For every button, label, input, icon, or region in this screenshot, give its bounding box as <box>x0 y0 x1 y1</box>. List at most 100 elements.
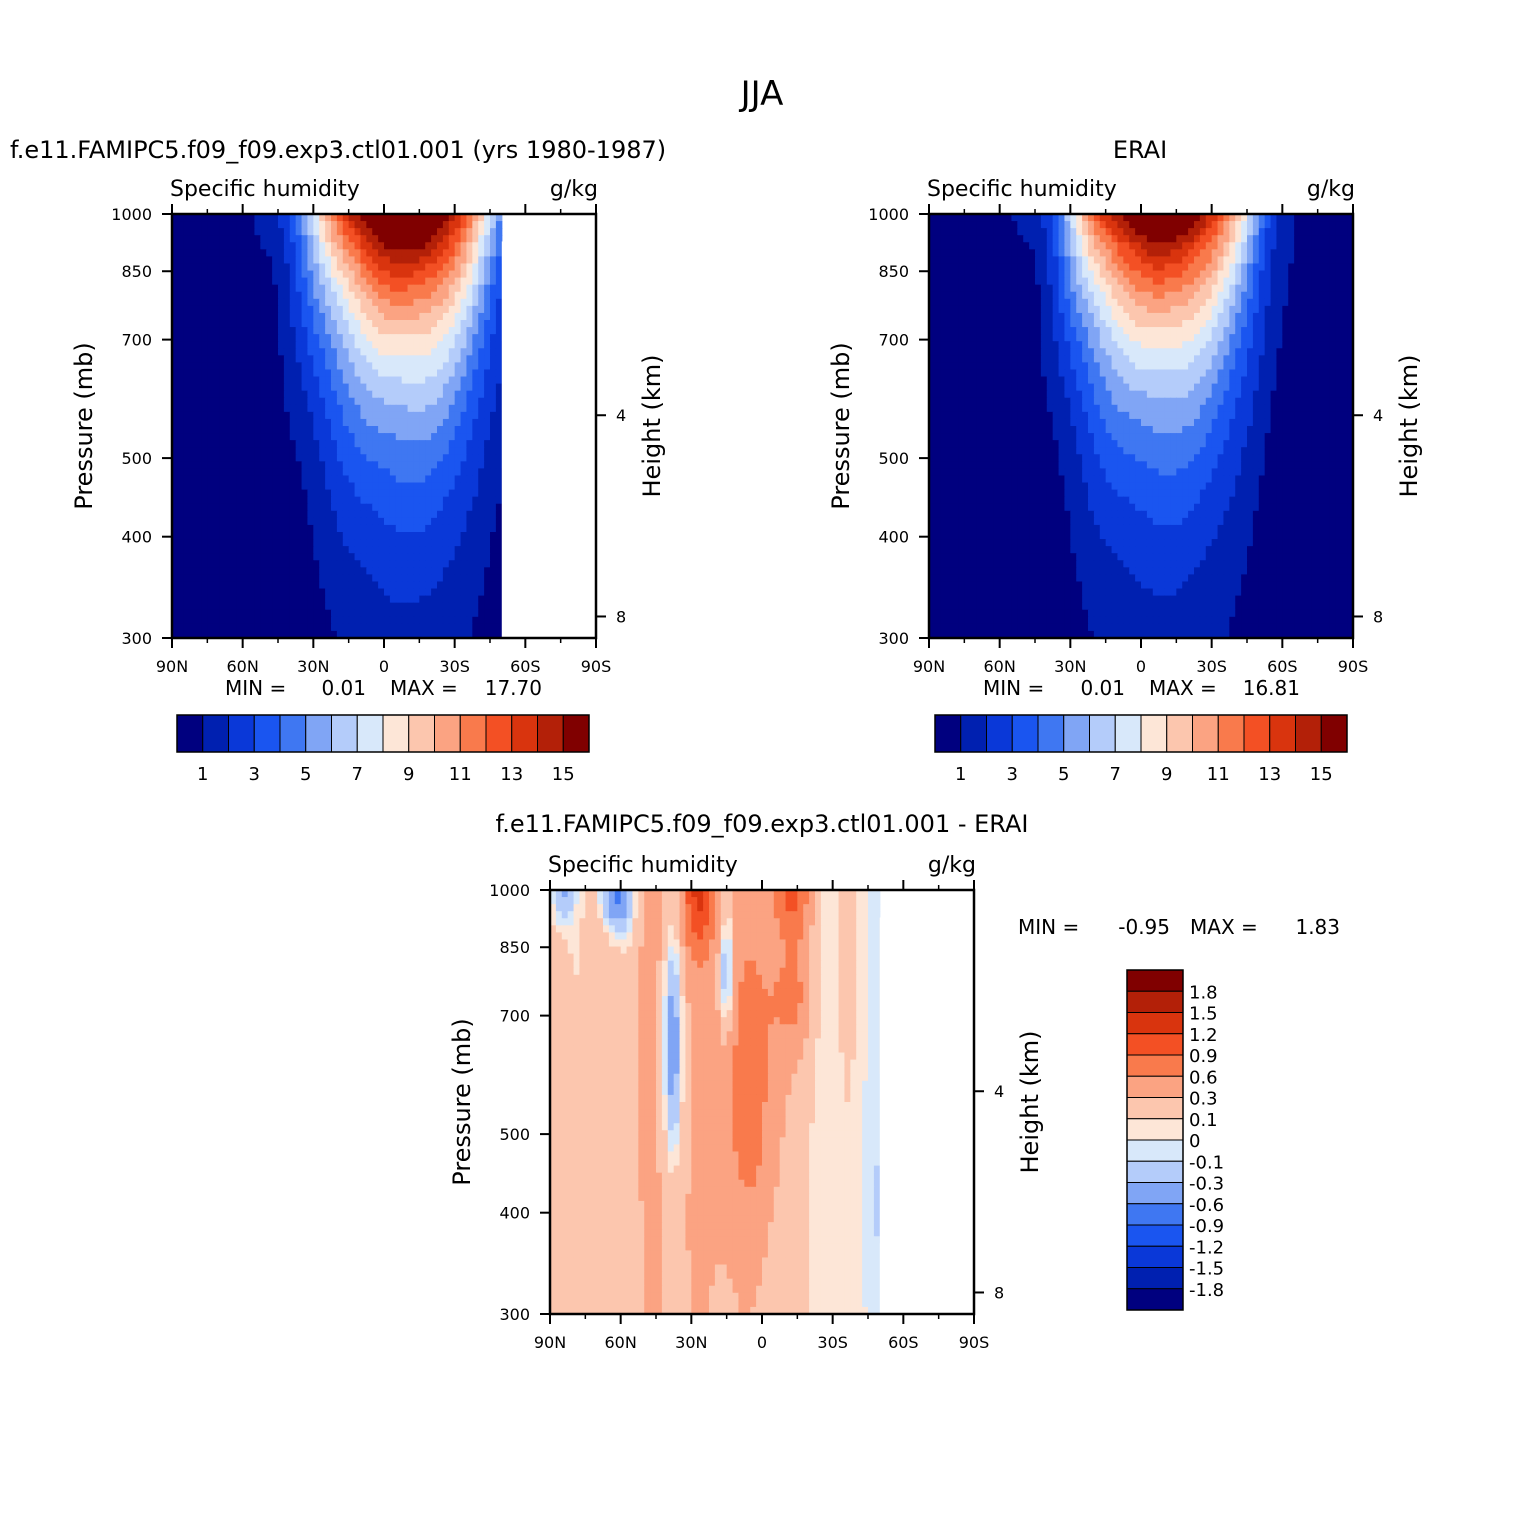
panel-model-cell <box>177 341 185 349</box>
panel-model-cell <box>260 214 267 222</box>
panel-model-cell <box>378 588 385 597</box>
panel-model-cell <box>201 242 208 250</box>
panel-model-cell <box>266 482 273 491</box>
panel-model-cell <box>248 588 256 597</box>
panel-model-cell <box>272 284 279 293</box>
panel-model-cell <box>319 447 326 455</box>
panel-model-cell <box>301 595 309 604</box>
panel-obs-cell <box>999 249 1007 257</box>
panel-model-cell <box>336 524 344 533</box>
panel-model-cell <box>466 532 473 540</box>
panel-model-cell <box>225 355 232 363</box>
panel-model-cell <box>213 312 220 321</box>
panel-model-cell <box>307 461 314 469</box>
panel-model-cell <box>342 468 350 477</box>
panel-model-cell <box>454 376 462 385</box>
panel-model-cell <box>484 270 491 279</box>
panel-model-cell <box>313 609 320 618</box>
panel-model-cell <box>336 517 344 526</box>
panel-model-cell <box>278 334 285 342</box>
panel-model-cell <box>195 482 203 491</box>
panel-model-cell <box>207 447 214 455</box>
panel-obs-cell <box>1029 270 1036 279</box>
panel-model-cell <box>230 411 238 420</box>
panel-obs-cell <box>1258 214 1266 222</box>
panel-model-cell <box>183 588 191 597</box>
panel-model-cell <box>295 242 303 250</box>
panel-obs-cell <box>1082 242 1089 250</box>
panel-model-cell <box>401 284 409 293</box>
panel-model-cell <box>319 503 326 512</box>
panel-model-cell <box>407 369 415 378</box>
panel-model-cell <box>472 298 479 307</box>
panel-model-cell <box>307 539 314 547</box>
panel-model-cell <box>431 588 438 597</box>
panel-model-cell <box>248 524 256 533</box>
panel-model-cell <box>442 447 450 455</box>
panel-obs-cell <box>1258 242 1266 250</box>
panel-model-cell <box>254 411 261 420</box>
panel-model-cell <box>289 291 297 300</box>
panel-model-cell <box>213 623 220 632</box>
panel-obs-cell <box>1282 263 1289 272</box>
panel-obs-cell <box>1017 221 1024 229</box>
panel-model-cell <box>490 440 497 448</box>
panel-model-cell <box>354 461 362 469</box>
panel-model-cell <box>478 503 485 512</box>
panel-obs-cell <box>1146 214 1154 222</box>
panel-model-cell <box>454 461 462 469</box>
panel-model-cell <box>295 228 303 236</box>
panel-model-cell <box>319 539 326 547</box>
panel-model-cell <box>325 517 332 526</box>
panel-model-cell <box>437 433 444 441</box>
panel-model-cell <box>478 447 485 455</box>
panel-model-cell <box>177 447 185 455</box>
panel-model-cell <box>189 320 197 328</box>
panel-model-cell <box>384 461 391 469</box>
panel-model-cell <box>313 397 320 406</box>
panel-model-cell <box>254 376 261 385</box>
panel-model-cell <box>248 539 256 547</box>
panel-model-cell <box>331 383 338 392</box>
panel-model-cell <box>384 263 391 272</box>
panel-model-cell <box>448 263 456 272</box>
panel-model-cell <box>472 327 479 335</box>
panel-model-cell <box>384 320 391 328</box>
panel-model-cell <box>177 348 185 356</box>
panel-obs-cell <box>1164 270 1172 279</box>
panel-model-cell <box>301 369 309 378</box>
panel-model-cell <box>336 602 344 611</box>
panel-model-cell <box>372 418 379 427</box>
panel-model-cell <box>307 433 314 441</box>
panel-obs-cell <box>952 249 960 257</box>
panel-obs-cell <box>940 221 948 229</box>
panel-model-cell <box>354 447 362 455</box>
panel-model-cell <box>177 630 185 638</box>
panel-model-cell <box>413 404 420 413</box>
panel-model-cell <box>201 574 208 583</box>
panel-model-cell <box>242 383 250 392</box>
panel-model-cell <box>342 334 350 342</box>
panel-model-cell <box>495 228 503 236</box>
panel-obs-cell <box>1064 263 1071 272</box>
panel-model-cell <box>266 581 273 590</box>
panel-model-cell <box>490 235 497 243</box>
panel-model-cell <box>195 595 203 604</box>
panel-model-cell <box>466 454 473 462</box>
panel-model-cell <box>289 574 297 583</box>
panel-model-cell <box>331 539 338 547</box>
panel-model-cell <box>331 447 338 455</box>
panel-model-cell <box>378 390 385 399</box>
panel-model-cell <box>389 447 397 455</box>
panel-model-cell <box>348 291 356 300</box>
panel-obs-cell <box>993 256 1001 265</box>
panel-model-cell <box>454 369 462 378</box>
panel-obs-cell <box>1276 270 1283 279</box>
panel-model-cell <box>213 305 220 314</box>
panel-model-cell <box>407 270 415 279</box>
panel-model-cell <box>395 305 403 314</box>
panel-model-cell <box>466 263 473 272</box>
panel-model-cell <box>272 404 279 413</box>
panel-model-cell <box>490 320 497 328</box>
panel-model-cell <box>266 461 273 469</box>
